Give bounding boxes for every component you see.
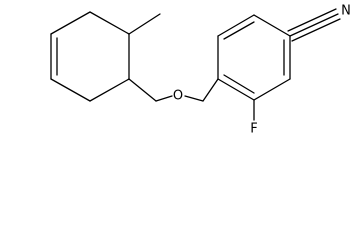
bond	[223, 21, 255, 40]
bond	[89, 11, 130, 35]
bond	[287, 8, 337, 32]
atom-label: N	[341, 4, 351, 19]
bonds	[50, 8, 341, 121]
bond	[253, 14, 291, 37]
bond	[184, 95, 204, 102]
page: N O F (() => { const data = JSON.parse(d…	[50, 3, 351, 137]
bond	[128, 78, 157, 102]
bond	[217, 78, 255, 101]
bond	[50, 11, 91, 35]
bond	[50, 78, 91, 102]
bond	[128, 13, 161, 35]
bond	[291, 18, 341, 42]
bond	[217, 14, 255, 37]
bond	[155, 95, 173, 102]
bond	[253, 78, 291, 101]
bond	[202, 78, 219, 102]
bond	[89, 78, 130, 102]
bond	[223, 74, 255, 94]
atom-label: O	[173, 89, 183, 104]
atom-label: F	[250, 122, 257, 137]
structure-diagram: N O F	[50, 4, 351, 137]
bond	[289, 13, 339, 37]
